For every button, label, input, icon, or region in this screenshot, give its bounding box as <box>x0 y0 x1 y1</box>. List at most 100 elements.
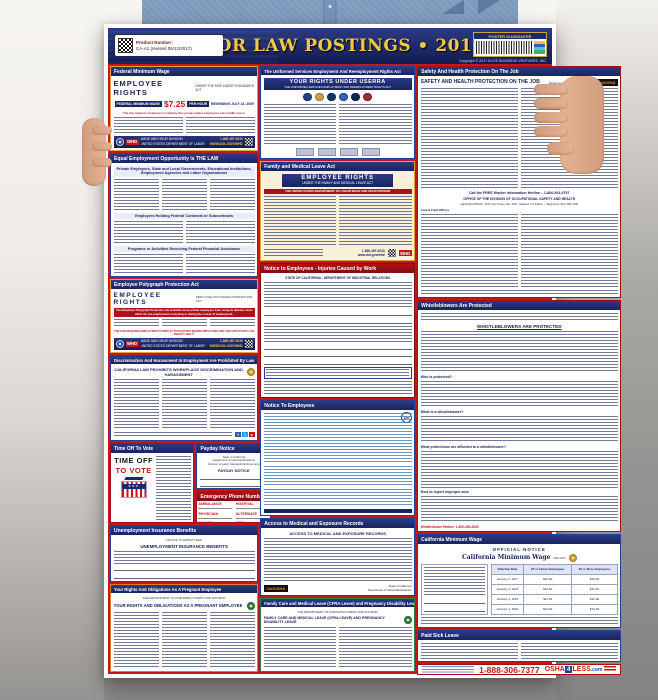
california-seal-icon <box>568 553 577 562</box>
section-header-injuries: Notice to Employees - Injuries Caused by… <box>261 264 415 273</box>
text-block <box>420 642 518 659</box>
whd-site: WWW.DOL.GOV/WHD <box>209 141 243 146</box>
section-whistleblowers-protected: Whistleblowers Are Protected WHISTLEBLOW… <box>417 300 622 532</box>
footer-bar <box>263 508 412 513</box>
whistle-q3: What protections are afforded to a whist… <box>420 444 507 449</box>
order-phone-number: 1-888-306-7377 <box>479 664 540 675</box>
userra-title: YOUR RIGHTS UNDER USERRA <box>289 78 386 85</box>
calosha-logo: Cal/OSHA <box>263 585 288 593</box>
youtube-icon <box>249 431 255 438</box>
form-line <box>200 488 268 489</box>
text-block <box>161 178 207 211</box>
mw-cell: $10.00 <box>523 573 573 585</box>
text-block <box>185 254 255 274</box>
camw-code: MW-2017 <box>553 555 566 560</box>
whd-dept: UNITED STATES DEPARTMENT OF LABOR <box>140 343 205 348</box>
finger <box>534 126 568 137</box>
safety-hotline: Call the FREE Worker Information Hotline… <box>469 190 570 195</box>
text-block <box>113 431 233 438</box>
access-title: ACCESS TO MEDICAL AND EXPOSURE RECORDS <box>289 530 386 536</box>
text-block <box>263 537 412 583</box>
vote-line2: TO VOTE <box>115 465 152 475</box>
text-block <box>420 495 618 523</box>
partner-logo <box>361 147 380 156</box>
denim-shirt <box>142 0 518 26</box>
logo-bars <box>604 666 617 671</box>
fmla-title: EMPLOYEE RIGHTS <box>301 175 375 181</box>
text-block <box>161 611 207 669</box>
text-block <box>113 254 183 274</box>
section-header-edd-notice: Notice To Employees <box>261 401 415 410</box>
form-line <box>113 566 255 571</box>
mw-col-header: Effective Date <box>490 563 525 575</box>
section-payday-notice: Payday Notice State of California Depart… <box>196 443 272 489</box>
form-line <box>199 481 268 487</box>
partner-logo <box>295 147 314 156</box>
qr-code-icon <box>387 249 396 258</box>
text-block <box>339 626 412 669</box>
mw-cell: $10.50 <box>523 583 573 595</box>
section-header-vote: Time Off To Vote <box>111 444 194 453</box>
minimum-wage-table: Effective Date 25 or Fewer Employees 26 … <box>490 563 618 615</box>
section-header-userra: The Uniformed Services Employment And Re… <box>261 67 415 75</box>
finger <box>534 112 568 123</box>
payday-agency3: Division of Labor Standards Enforcement <box>208 461 260 466</box>
userra-title-band: YOUR RIGHTS UNDER USERRA THE UNIFORMED S… <box>263 77 412 90</box>
text-block <box>209 178 255 211</box>
text-block <box>420 450 618 488</box>
emergency-label: POLICE <box>198 521 231 522</box>
polygraph-subtitle: EMPLOYEE POLYGRAPH PROTECTION ACT <box>195 294 253 303</box>
mw-cell: January 1, 2017 <box>490 573 525 585</box>
boxed-note <box>263 366 412 379</box>
text-block <box>520 642 618 659</box>
dfeh-seal-icon <box>246 367 255 376</box>
section-california-minimum-wage: California Minimum Wage OFFICIAL NOTICE … <box>417 534 622 628</box>
finger <box>92 126 112 135</box>
dol-footer-bar: WHD WAGE AND HOUR DIVISION UNITED STATES… <box>113 337 255 350</box>
whistle-q4: How to report improper acts <box>420 489 469 494</box>
section-header-pregnant: Your Rights And Obligations As A Pregnan… <box>111 585 258 593</box>
emergency-label: AMBULANCE <box>198 502 232 509</box>
eeo-band-private-employers: Private Employers, State and Local Gover… <box>113 165 255 177</box>
injuries-agency: STATE OF CALIFORNIA - DEPARTMENT OF INDU… <box>285 275 391 280</box>
section-userra: The Uniformed Services Employment And Re… <box>260 66 416 159</box>
section-equal-employment-opportunity: Equal Employment Opportunity is THE LAW … <box>110 153 259 277</box>
safety-title: SAFETY AND HEALTH PROTECTION ON THE JOB <box>420 78 540 85</box>
polygraph-title: EMPLOYEE RIGHTS <box>113 291 162 306</box>
right-hand <box>534 76 608 180</box>
military-seals-row <box>264 92 412 103</box>
section-header-federal-minimum-wage: Federal Minimum Wage <box>111 67 258 76</box>
product-number-box: Product Number: CA-A1 (revised 06/12/201… <box>115 35 223 56</box>
order-info-text <box>422 665 475 674</box>
section-access-medical-records: Access to Medical and Exposure Records A… <box>260 518 416 596</box>
mw-cell: $11.00 <box>523 593 573 605</box>
barcode-icon <box>475 40 532 54</box>
product-number: CA-A1 (revised 06/12/2017) <box>136 45 192 51</box>
dol-seal-icon <box>115 137 124 146</box>
fmla-dept-line: THE UNITED STATES DEPARTMENT OF LABOR WA… <box>263 188 412 194</box>
text-block <box>263 488 412 507</box>
dol-seal-icon <box>115 339 124 348</box>
whd-logo: WHD <box>125 340 139 347</box>
text-block <box>113 178 159 211</box>
fmla-footer: 1-866-487-9243 www.dol.gov/whd WHD <box>263 249 412 258</box>
mw-cell: $13.00 <box>571 603 618 615</box>
whistle-q2: What is a whistleblower? <box>420 409 464 414</box>
text-block <box>420 415 618 443</box>
order-contact-bar: 1-888-306-7377 OSHA 4 LESS .com <box>417 664 622 675</box>
finger <box>534 98 568 109</box>
text-block <box>113 116 183 134</box>
text-block <box>420 312 618 322</box>
fmw-wage-label: FEDERAL MINIMUM WAGE <box>114 100 162 107</box>
form-line <box>263 311 412 317</box>
text-block <box>263 465 412 487</box>
whd-agency: WAGE AND HOUR DIVISION <box>140 137 183 142</box>
whistle-q1: Who is protected? <box>420 375 452 380</box>
fmw-beginning: BEGINNING JULY 24, 2009 <box>211 101 254 106</box>
eeo-band-federal-assistance: Programs or Activities Receiving Federal… <box>113 245 255 253</box>
shirt-placket <box>323 0 337 26</box>
access-agency1: State of California <box>388 584 412 588</box>
text-block <box>209 378 255 430</box>
finger <box>92 142 112 151</box>
labor-law-poster: LABOR LAW POSTINGS • 2018 Product Number… <box>104 24 622 678</box>
